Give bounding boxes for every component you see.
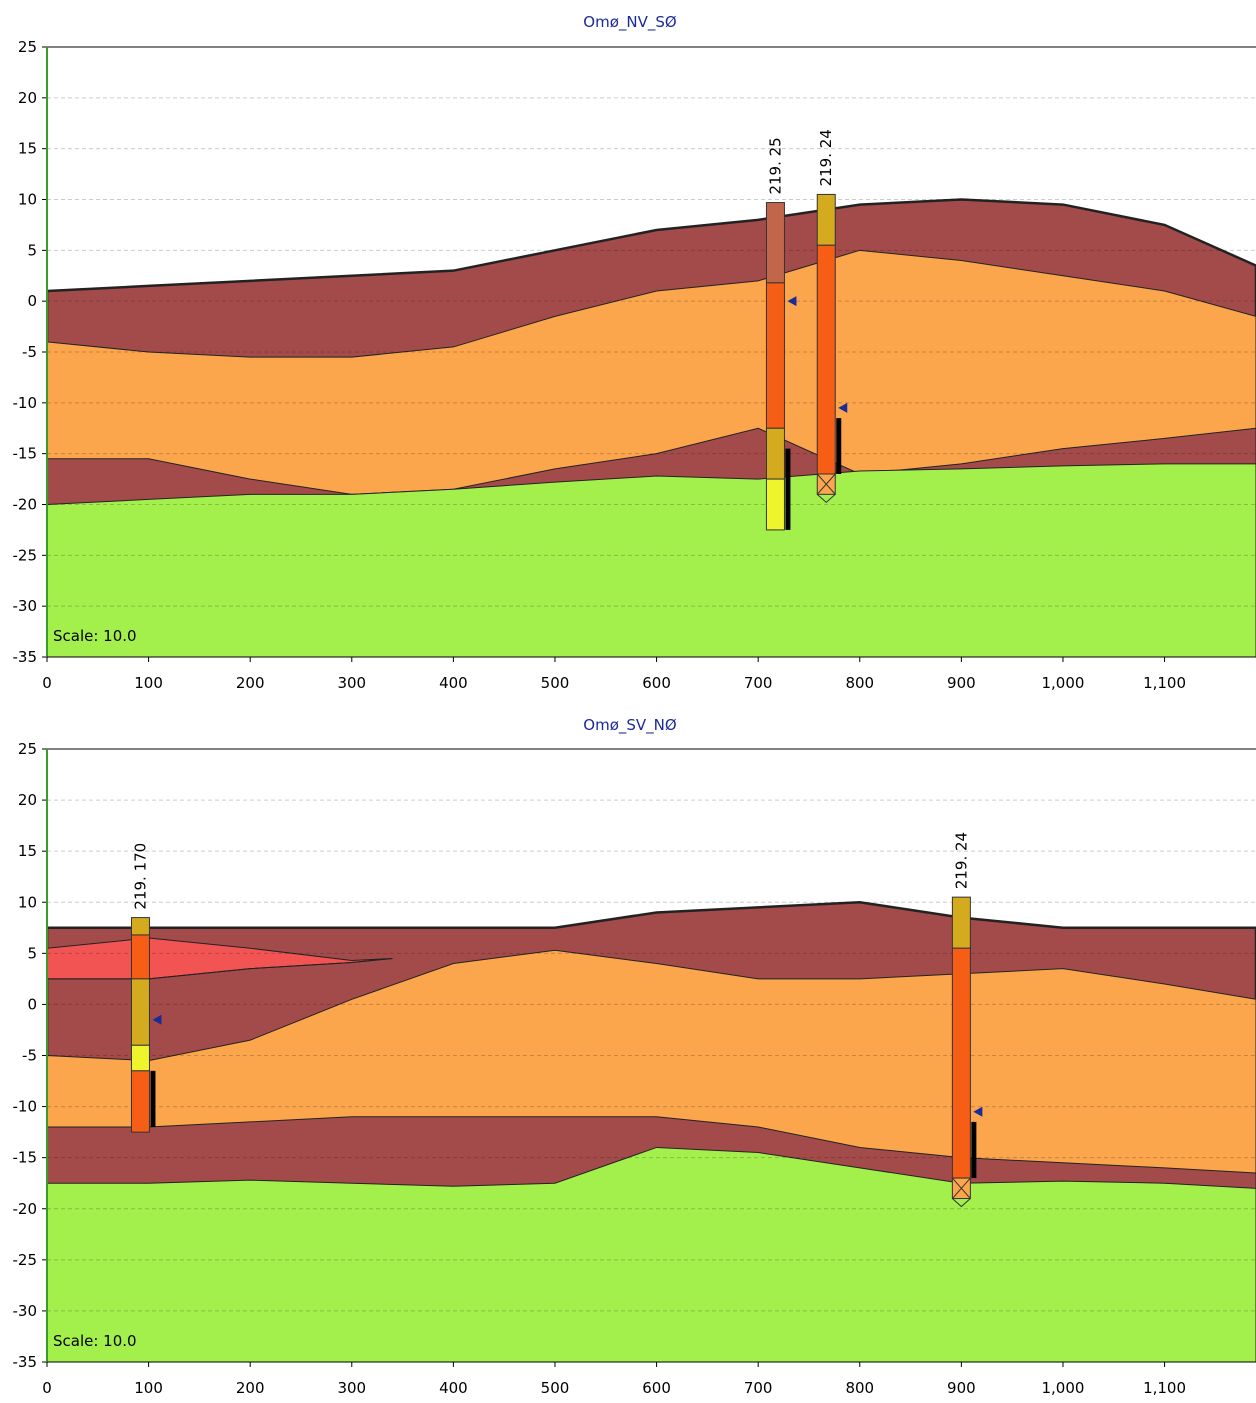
x-tick-label: 100 xyxy=(134,1379,163,1397)
borehole-segment xyxy=(765,282,785,429)
borehole-segment xyxy=(130,934,150,980)
water-level xyxy=(787,296,797,307)
y-tick-label: 15 xyxy=(18,842,37,860)
y-tick-label: 20 xyxy=(18,791,37,809)
y-tick-label: 10 xyxy=(18,191,37,209)
x-tick-label: 600 xyxy=(642,674,671,692)
borehole-label: 219. 24 xyxy=(817,129,835,186)
y-tick-label: -35 xyxy=(13,648,38,666)
layer xyxy=(47,463,1256,657)
x-tick-label: 0 xyxy=(42,1379,52,1397)
y-tick-label: -30 xyxy=(13,1302,38,1320)
x-tick-label: 0 xyxy=(42,674,52,692)
borehole-segment xyxy=(130,978,150,1046)
borehole-label: 219. 24 xyxy=(952,832,970,889)
y-tick-label: 25 xyxy=(18,38,37,56)
y-tick-label: 20 xyxy=(18,89,37,107)
x-tick-label: 500 xyxy=(541,674,570,692)
y-tick-label: -15 xyxy=(13,1149,38,1167)
borehole-segment xyxy=(130,917,150,936)
y-tick-label: 25 xyxy=(18,740,37,758)
water-level xyxy=(152,1014,162,1025)
borehole-segment xyxy=(816,193,836,246)
y-tick-label: 0 xyxy=(27,292,37,310)
y-tick-label: -30 xyxy=(13,597,38,615)
borehole-segment xyxy=(951,947,971,1179)
x-tick-label: 200 xyxy=(236,1379,265,1397)
y-tick-label: -25 xyxy=(13,1251,38,1269)
y-tick-label: -20 xyxy=(13,1200,38,1218)
x-tick-label: 800 xyxy=(845,674,874,692)
plot xyxy=(47,749,1256,1362)
x-tick-label: 900 xyxy=(947,1379,976,1397)
chart-title: Omø_NV_SØ xyxy=(583,13,677,32)
x-tick-label: 500 xyxy=(541,1379,570,1397)
x-tick-label: 200 xyxy=(236,674,265,692)
borehole-segment xyxy=(765,427,785,480)
borehole-label: 219. 25 xyxy=(766,137,784,194)
screen xyxy=(785,448,791,530)
y-tick-label: -15 xyxy=(13,445,38,463)
borehole-segment xyxy=(130,1044,150,1072)
x-tick-label: 400 xyxy=(439,674,468,692)
plot xyxy=(47,47,1256,657)
screen xyxy=(150,1070,156,1128)
layer-bottom xyxy=(47,957,393,980)
y-tick-label: -25 xyxy=(13,546,38,564)
x-tick-label: 1,100 xyxy=(1143,1379,1186,1397)
x-tick-label: 300 xyxy=(337,1379,366,1397)
x-tick-label: 300 xyxy=(337,674,366,692)
layer xyxy=(47,1146,1256,1362)
y-tick-label: 15 xyxy=(18,140,37,158)
chart-title: Omø_SV_NØ xyxy=(583,716,677,735)
x-tick-label: 700 xyxy=(744,674,773,692)
borehole-segment xyxy=(765,478,785,531)
y-tick-label: -10 xyxy=(13,1098,38,1116)
borehole-segment xyxy=(816,244,836,475)
x-tick-label: 700 xyxy=(744,1379,773,1397)
x-tick-label: 400 xyxy=(439,1379,468,1397)
borehole-segment xyxy=(951,896,971,949)
water-level xyxy=(973,1106,983,1117)
scale-label: Scale: 10.0 xyxy=(53,627,137,645)
x-tick-label: 1,000 xyxy=(1041,674,1084,692)
scale-label: Scale: 10.0 xyxy=(53,1332,137,1350)
borehole-segment xyxy=(130,1070,150,1133)
y-tick-label: -10 xyxy=(13,394,38,412)
borehole-label: 219. 170 xyxy=(131,843,149,910)
x-tick-label: 1,000 xyxy=(1041,1379,1084,1397)
y-tick-label: 0 xyxy=(27,995,37,1013)
x-tick-label: 1,100 xyxy=(1143,674,1186,692)
y-tick-label: 5 xyxy=(27,241,37,259)
x-tick-label: 900 xyxy=(947,674,976,692)
y-tick-label: -35 xyxy=(13,1353,38,1371)
x-tick-label: 600 xyxy=(642,1379,671,1397)
hatch xyxy=(951,1177,971,1208)
screen xyxy=(971,1121,977,1179)
water-level xyxy=(838,402,848,413)
x-tick-label: 100 xyxy=(134,674,163,692)
y-tick-label: 10 xyxy=(18,893,37,911)
borehole-segment xyxy=(765,202,785,284)
y-tick-label: -20 xyxy=(13,496,38,514)
y-tick-label: -5 xyxy=(22,1047,37,1065)
x-tick-label: 800 xyxy=(845,1379,874,1397)
y-tick-label: 5 xyxy=(27,944,37,962)
screen xyxy=(836,418,842,474)
hatch xyxy=(816,473,836,504)
y-tick-label: -5 xyxy=(22,343,37,361)
